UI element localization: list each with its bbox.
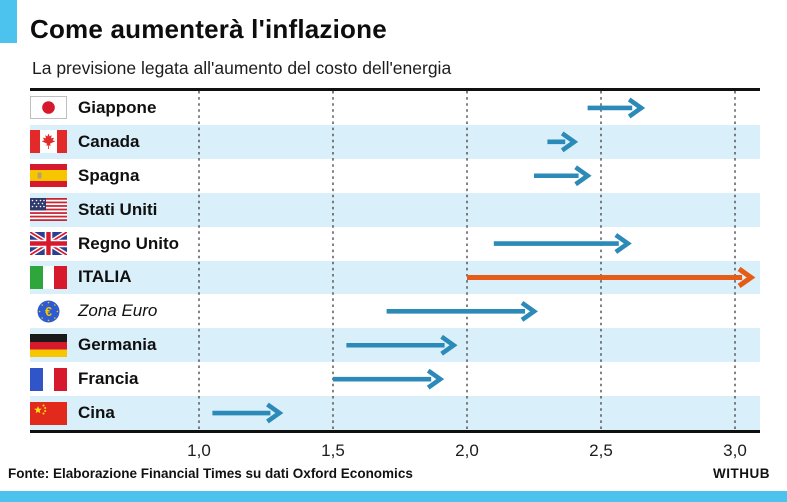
bottom-accent-bar xyxy=(0,491,787,502)
page-subtitle: La previsione legata all'aumento del cos… xyxy=(32,58,452,78)
row-regno-unito: Regno Unito xyxy=(30,227,760,261)
row-label: Spagna xyxy=(78,165,140,185)
flag-stati-uniti-icon xyxy=(30,198,67,222)
title-accent-bar xyxy=(0,0,17,43)
row-label: Cina xyxy=(78,403,115,423)
row-stati-uniti: Stati Uniti xyxy=(30,192,760,227)
flag-francia-icon xyxy=(30,367,67,391)
row-germania: Germania xyxy=(30,328,760,363)
row-italia: ITALIA xyxy=(30,260,760,295)
flag-zona-euro-icon: € xyxy=(30,300,67,323)
footer: Fonte: Elaborazione Financial Times su d… xyxy=(8,466,770,481)
source-note: Fonte: Elaborazione Financial Times su d… xyxy=(8,466,413,481)
page-title: Come aumenterà l'inflazione xyxy=(30,14,387,44)
axis-tick-label: 3,0 xyxy=(723,441,747,460)
chart-top-rule xyxy=(30,88,760,91)
row-canada: Canada xyxy=(30,124,760,159)
axis-tick-label: 1,5 xyxy=(321,441,345,460)
flag-italia-icon xyxy=(30,265,67,289)
flag-germania-icon xyxy=(30,333,67,357)
row-label: Germania xyxy=(78,335,157,355)
axis-tick-label: 2,0 xyxy=(455,441,479,460)
x-axis: 1,0 1,5 2,0 2,5 3,0 xyxy=(30,441,760,465)
row-zona-euro: € Zona Euro xyxy=(30,294,760,328)
row-spagna: Spagna xyxy=(30,159,760,193)
row-cina: Cina xyxy=(30,396,760,430)
flag-regno-unito-icon xyxy=(30,232,67,256)
row-label: ITALIA xyxy=(78,267,132,287)
chart-bottom-rule xyxy=(30,430,760,433)
row-label: Zona Euro xyxy=(78,301,158,321)
flag-canada-icon xyxy=(30,130,67,154)
flag-spagna-icon xyxy=(30,164,67,188)
flag-cina-icon xyxy=(30,401,67,425)
row-label: Regno Unito xyxy=(78,233,180,253)
row-label: Francia xyxy=(78,369,139,389)
chart-rows: Giappone Canada Spagna Stati Uniti Regno… xyxy=(30,91,760,430)
row-francia: Francia xyxy=(30,362,760,396)
row-label: Giappone xyxy=(78,97,157,117)
svg-text:€: € xyxy=(45,305,52,319)
brand-logo: WITHUB xyxy=(713,466,770,481)
row-label: Stati Uniti xyxy=(78,199,158,219)
row-giappone: Giappone xyxy=(30,91,760,125)
axis-tick-label: 1,0 xyxy=(187,441,211,460)
axis-tick-label: 2,5 xyxy=(589,441,613,460)
row-label: Canada xyxy=(78,131,140,151)
flag-giappone-icon xyxy=(30,96,67,120)
